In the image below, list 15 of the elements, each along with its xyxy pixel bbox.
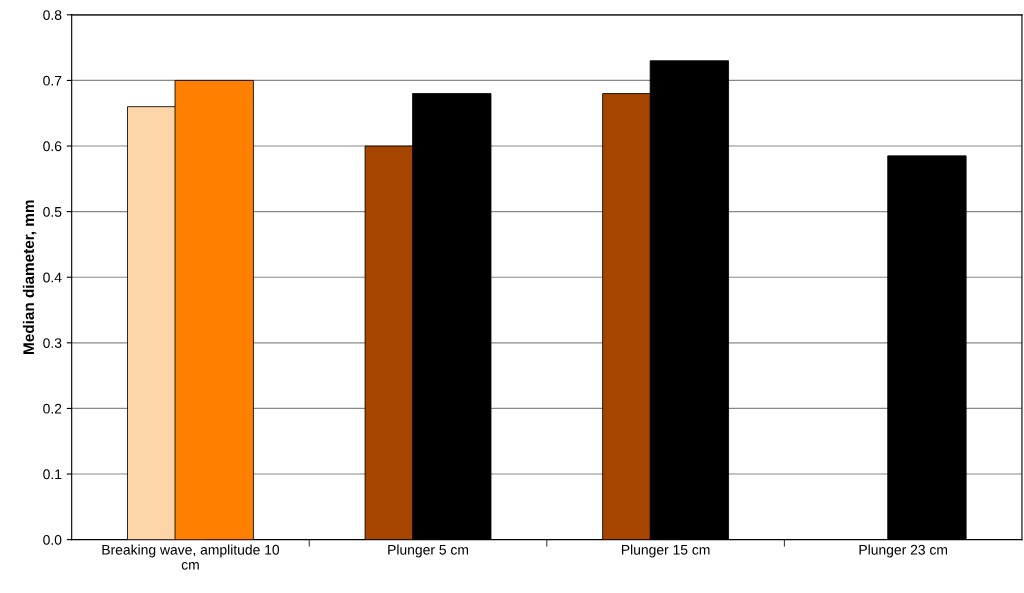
y-tick-label: 0.5 <box>43 206 62 217</box>
y-tick-label: 0.4 <box>43 272 62 283</box>
x-tick-label: Plunger 23 cm <box>859 544 948 558</box>
y-tick-label: 0.3 <box>43 338 62 348</box>
y-tick-label: 0.0 <box>43 534 62 545</box>
y-tick-label: 0.2 <box>43 403 62 414</box>
y-tick-label: 0.7 <box>43 75 62 86</box>
y-tick-label: 0.6 <box>43 141 62 152</box>
x-tick-label: Plunger 5 cm <box>388 544 469 558</box>
x-tick-label: Plunger 15 cm <box>621 544 710 558</box>
y-tick-label: 0.1 <box>43 469 62 480</box>
bar <box>887 155 967 540</box>
x-tick-label: Breaking wave, amplitude 10 cm <box>102 544 280 570</box>
y-axis-title: Median diameter, mm <box>22 200 37 354</box>
y-tick-label: 0.8 <box>43 10 62 20</box>
